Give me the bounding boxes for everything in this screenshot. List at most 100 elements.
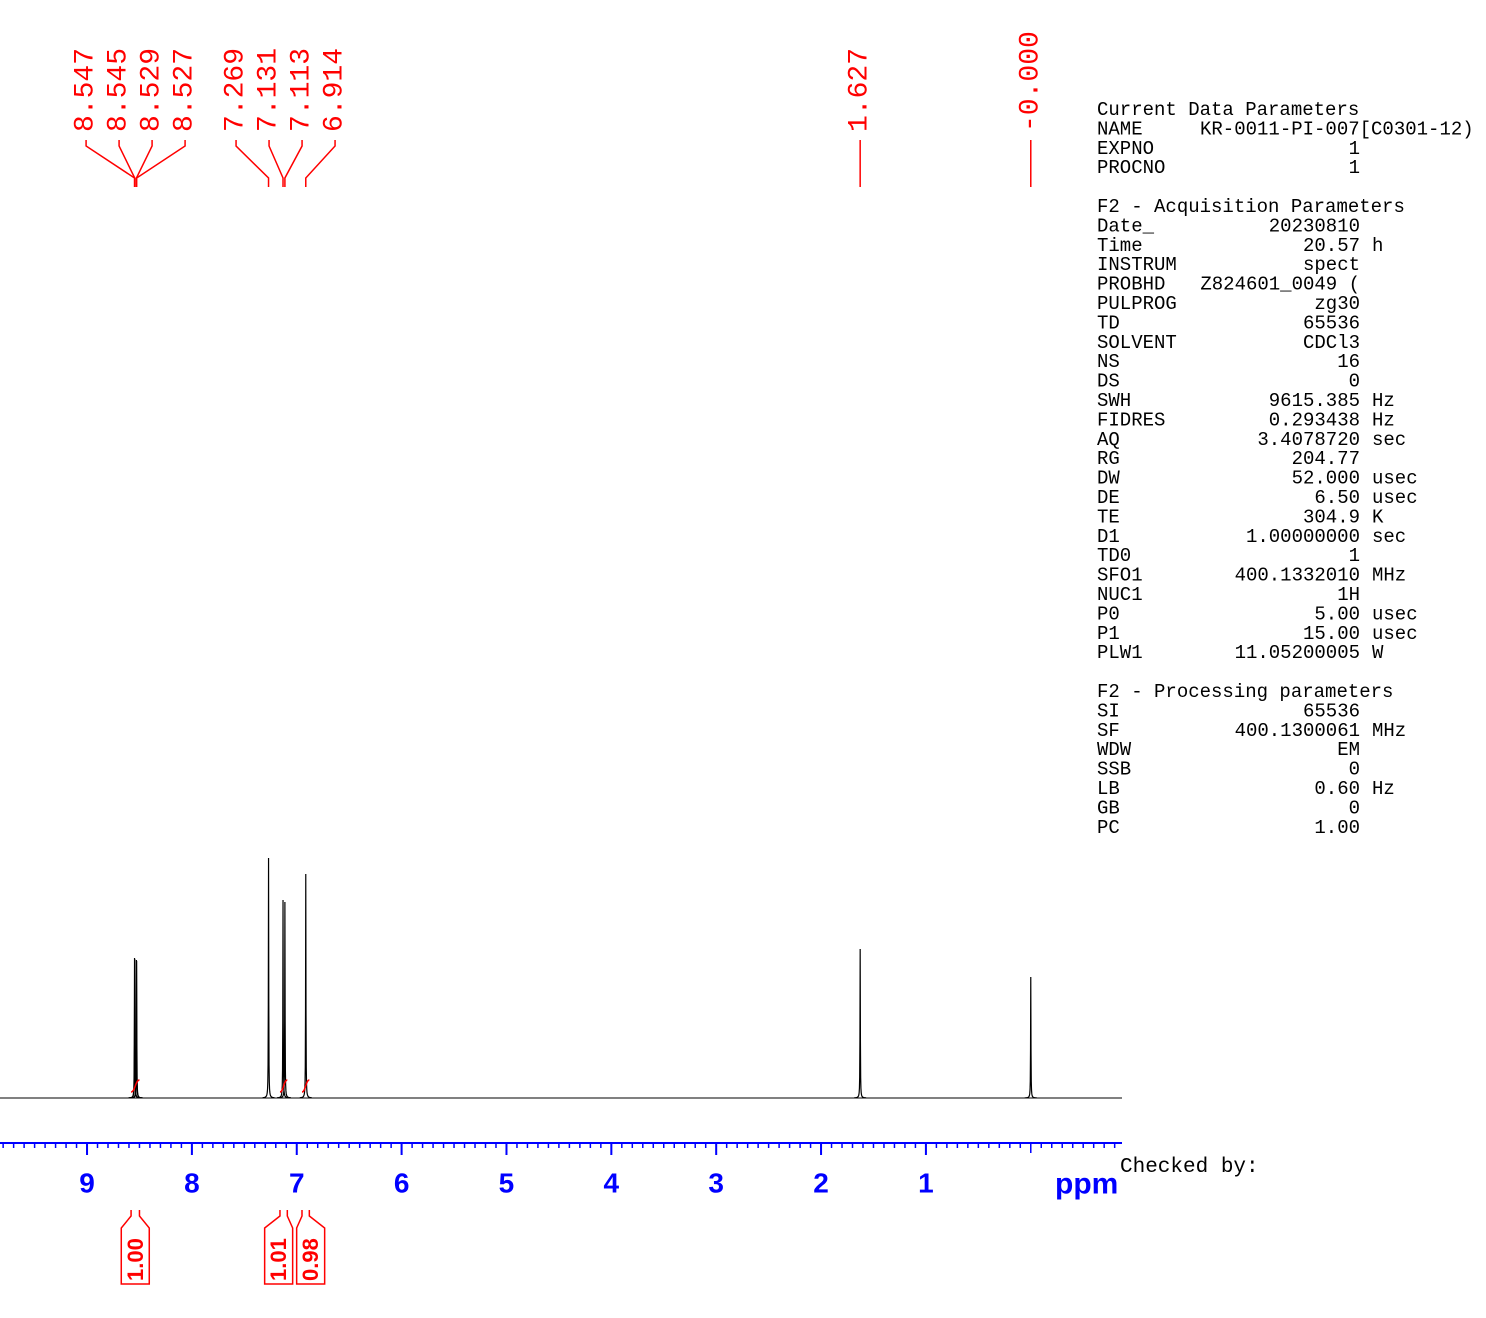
param-name: AQ — [1097, 429, 1120, 451]
param-name: TE — [1097, 506, 1120, 528]
param-name: P0 — [1097, 603, 1120, 625]
peak-connector — [268, 140, 284, 187]
param-value: 52.000 — [1292, 468, 1360, 490]
peak-connector — [305, 140, 336, 187]
peak-label: 7.269 — [221, 48, 252, 132]
param-value: 0 — [1349, 371, 1360, 393]
param-value: 5.00 — [1314, 603, 1360, 625]
peak-label: 8.545 — [104, 48, 135, 132]
param-unit: usec — [1372, 468, 1418, 490]
x-tick-label: 9 — [79, 1168, 95, 1199]
param-name: PULPROG — [1097, 293, 1177, 315]
param-value: 65536 — [1303, 312, 1360, 334]
x-tick-label: 5 — [499, 1168, 515, 1199]
peak-connector — [235, 140, 270, 187]
param-unit: MHz — [1372, 720, 1406, 742]
param-value: 6.50 — [1314, 487, 1360, 509]
peak-connector — [135, 140, 153, 187]
param-name: RG — [1097, 448, 1120, 470]
param-unit: MHz — [1372, 565, 1406, 587]
peak-label: 8.527 — [170, 48, 201, 132]
param-name: P1 — [1097, 623, 1120, 645]
x-tick-label: 8 — [184, 1168, 200, 1199]
peak-label: -0.000 — [1015, 31, 1046, 132]
x-tick-label: 7 — [289, 1168, 305, 1199]
param-value: CDCl3 — [1303, 332, 1360, 354]
footer: Checked by: — [1120, 1156, 1259, 1179]
integral-label: 1.01 — [266, 1238, 291, 1281]
integral-bracket — [263, 1210, 294, 1285]
peak-label: 1.627 — [845, 48, 876, 132]
peak-label: 6.914 — [320, 48, 351, 132]
param-name: NUC1 — [1097, 584, 1143, 606]
param-value: 0 — [1349, 759, 1360, 781]
peak-connector — [284, 140, 303, 187]
param-value: 400.1332010 — [1235, 565, 1360, 587]
param-unit: Hz — [1372, 409, 1395, 431]
param-name: PC — [1097, 817, 1120, 839]
param-value: Z824601_0049 ( — [1200, 274, 1360, 296]
param-value: 1 — [1349, 138, 1360, 160]
param-name: SI — [1097, 700, 1120, 722]
param-name: FIDRES — [1097, 409, 1165, 431]
param-unit: usec — [1372, 603, 1418, 625]
param-unit: sec — [1372, 526, 1406, 548]
param-unit: W — [1372, 642, 1384, 664]
param-value: zg30 — [1314, 293, 1360, 315]
integral-curve — [279, 1079, 288, 1093]
param-value: 11.05200005 — [1235, 642, 1360, 664]
param-name: SF — [1097, 720, 1120, 742]
integral-curve — [301, 1079, 310, 1093]
param-name: SSB — [1097, 759, 1131, 781]
param-name: Date_ — [1097, 215, 1155, 237]
param-name: WDW — [1097, 739, 1132, 761]
param-name: PROCNO — [1097, 157, 1165, 179]
param-name: SFO1 — [1097, 565, 1143, 587]
param-value: 400.1300061 — [1235, 720, 1360, 742]
x-tick-label: 4 — [604, 1168, 620, 1199]
peak — [262, 857, 275, 1099]
param-value: 3.4078720 — [1257, 429, 1360, 451]
peak-label: 7.113 — [287, 48, 318, 132]
x-axis-label: ppm — [1055, 1168, 1118, 1201]
param-value: spect — [1303, 254, 1360, 276]
param-value: 16 — [1337, 351, 1360, 373]
param-unit: K — [1372, 506, 1384, 528]
param-value: 1.00000000 — [1246, 526, 1360, 548]
param-name: TD0 — [1097, 545, 1131, 567]
param-unit: h — [1372, 235, 1383, 257]
peak — [299, 873, 312, 1099]
param-name: SWH — [1097, 390, 1131, 412]
integral-bracket — [120, 1210, 151, 1285]
param-name: LB — [1097, 778, 1120, 800]
param-name: SOLVENT — [1097, 332, 1177, 354]
integral-label: 0.98 — [298, 1238, 323, 1281]
integral-bracket — [295, 1210, 326, 1285]
param-name: NAME — [1097, 118, 1143, 140]
peak-connector — [135, 140, 186, 187]
x-tick-label: 2 — [813, 1168, 829, 1199]
section-title: F2 - Acquisition Parameters — [1097, 196, 1405, 218]
param-name: DW — [1097, 468, 1120, 490]
param-value: 15.00 — [1303, 623, 1360, 645]
param-value: 0 — [1349, 797, 1360, 819]
param-name: INSTRUM — [1097, 254, 1177, 276]
param-name: DS — [1097, 371, 1120, 393]
peak — [128, 958, 141, 1099]
param-value: 20.57 — [1303, 235, 1360, 257]
integral-label: 1.00 — [123, 1238, 148, 1281]
param-value: 1 — [1349, 157, 1360, 179]
param-name: D1 — [1097, 526, 1120, 548]
peak — [130, 960, 143, 1099]
param-unit: usec — [1372, 623, 1418, 645]
param-unit: sec — [1372, 429, 1406, 451]
param-value: EM — [1337, 739, 1360, 761]
section-title: Current Data Parameters — [1097, 99, 1359, 121]
peak-label: 8.547 — [71, 48, 102, 132]
peak-label: 8.529 — [137, 48, 168, 132]
param-value: 1 — [1349, 545, 1360, 567]
integral-curve — [130, 1079, 140, 1093]
x-tick-label: 1 — [918, 1168, 934, 1199]
peak — [276, 899, 290, 1099]
